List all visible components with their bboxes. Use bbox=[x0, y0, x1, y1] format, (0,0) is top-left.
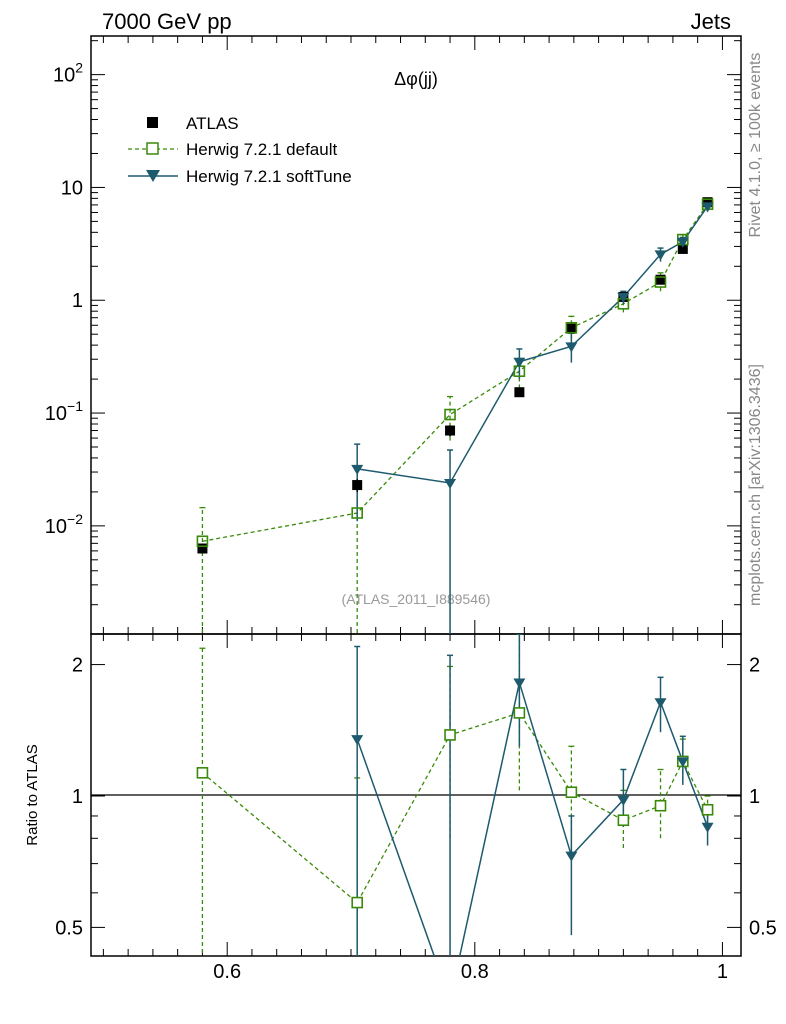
ratio-ytick-label-right: 0.5 bbox=[749, 917, 777, 939]
x-axis-ticks: 0.6 0.8 1 bbox=[102, 36, 728, 983]
legend-marker-atlas bbox=[147, 117, 158, 128]
default-point bbox=[654, 276, 667, 288]
softtune-point bbox=[444, 478, 457, 489]
softtune-ratio-point bbox=[351, 735, 364, 746]
default-ratio-point bbox=[351, 896, 363, 909]
legend-marker-default bbox=[146, 142, 159, 155]
ratio-ylabel: Ratio to ATLAS bbox=[24, 744, 41, 845]
xtick-label: 0.6 bbox=[213, 961, 241, 983]
main-axis-ticks: 10−2 10−1 1 10 102 bbox=[45, 40, 741, 606]
ratio-ytick-label-left: 2 bbox=[72, 655, 83, 677]
default-point bbox=[351, 507, 363, 519]
ratio-ytick-label-left: 0.5 bbox=[55, 917, 83, 939]
legend: ATLAS Herwig 7.2.1 default Herwig 7.2.1 … bbox=[128, 114, 352, 186]
atlas-point bbox=[445, 425, 456, 436]
legend-label-default: Herwig 7.2.1 default bbox=[186, 140, 337, 159]
atlas-point bbox=[352, 480, 363, 491]
default-ratio-point bbox=[701, 803, 714, 816]
ratio-axis-ticks: 0.5 0.5 1 1 2 2 bbox=[55, 655, 777, 940]
softtune-ratio-point bbox=[565, 851, 578, 862]
default-ratio-point bbox=[196, 767, 209, 779]
softtune-ratio-line bbox=[356, 679, 709, 956]
legend-label-atlas: ATLAS bbox=[186, 114, 239, 133]
default-ratio-point bbox=[565, 786, 578, 799]
atlas-point bbox=[702, 197, 713, 208]
softtune-ratio-point bbox=[676, 757, 689, 768]
softtune-series-line bbox=[357, 205, 709, 484]
legend-label-softtune: Herwig 7.2.1 softTune bbox=[186, 167, 352, 186]
legend-marker-softtune bbox=[146, 170, 160, 182]
atlas-point bbox=[566, 323, 577, 334]
atlas-point bbox=[197, 543, 208, 554]
softtune-point bbox=[676, 237, 689, 248]
default-ratio-point bbox=[513, 707, 526, 719]
ratio-ytick-label-right: 1 bbox=[749, 786, 760, 808]
softtune-point bbox=[513, 357, 526, 368]
ratio-data-marks bbox=[196, 634, 714, 1007]
xtick-label: 1 bbox=[717, 961, 728, 983]
main-ytick-label: 10−2 bbox=[45, 511, 83, 538]
header-beam-label: 7000 GeV pp bbox=[102, 9, 232, 34]
softtune-ratio-point bbox=[654, 698, 667, 709]
analysis-label: (ATLAS_2011_I889546) bbox=[342, 591, 491, 607]
side-rivet-label: Rivet 4.1.0, ≥ 100k events bbox=[747, 53, 764, 238]
atlas-point bbox=[514, 387, 525, 398]
ratio-ytick-label-left: 1 bbox=[72, 786, 83, 808]
default-series-line bbox=[202, 203, 709, 542]
default-point bbox=[444, 408, 456, 421]
default-point bbox=[565, 321, 578, 334]
softtune-ratio-point bbox=[513, 678, 526, 689]
header-process-label: Jets bbox=[691, 9, 731, 34]
atlas-point bbox=[677, 243, 688, 254]
softtune-ratio-point bbox=[444, 997, 456, 1007]
main-ytick-label: 1 bbox=[72, 290, 83, 312]
xtick-label: 0.8 bbox=[461, 961, 489, 983]
side-mcplots-label: mcplots.cern.ch [arXiv:1306.3436] bbox=[747, 364, 764, 606]
default-ratio-point bbox=[444, 729, 456, 741]
default-ratio-point bbox=[654, 799, 667, 812]
default-point bbox=[196, 535, 209, 548]
main-data-marks bbox=[196, 197, 714, 634]
main-ytick-label: 10−1 bbox=[45, 398, 83, 425]
main-ytick-label: 10 bbox=[61, 177, 83, 199]
softtune-point bbox=[565, 342, 578, 353]
main-ytick-label: 102 bbox=[53, 60, 83, 87]
softtune-ratio-point bbox=[617, 795, 630, 806]
atlas-point bbox=[655, 274, 666, 285]
softtune-point bbox=[617, 292, 630, 303]
softtune-point bbox=[351, 464, 364, 475]
plot-title: Δφ(jj) bbox=[394, 69, 438, 89]
default-ratio-line bbox=[202, 712, 709, 904]
default-ratio-point bbox=[617, 814, 630, 827]
softtune-point bbox=[654, 250, 667, 261]
ratio-ytick-label-right: 2 bbox=[749, 655, 760, 677]
softtune-ratio-point bbox=[701, 822, 714, 833]
softtune-point bbox=[701, 202, 714, 213]
